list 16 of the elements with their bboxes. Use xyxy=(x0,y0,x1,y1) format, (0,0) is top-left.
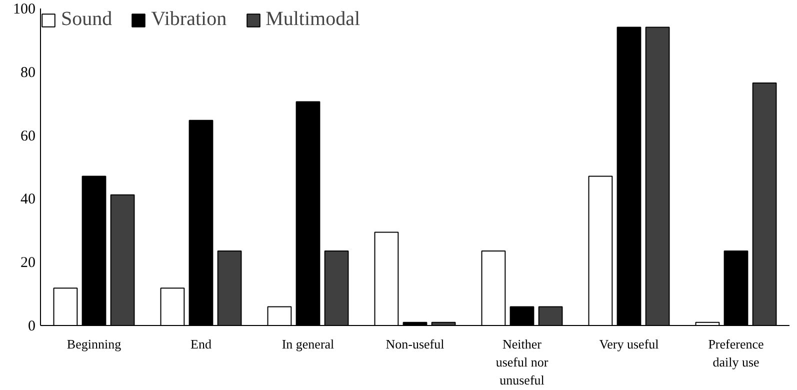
x-tick-label: Non-useful xyxy=(386,336,445,352)
x-tick-label: Neither useful nor unuseful xyxy=(496,336,549,388)
y-tick-label: 20 xyxy=(20,255,36,272)
legend-label: Vibration xyxy=(151,8,227,31)
x-tick-label: End xyxy=(190,336,212,352)
legend-label: Sound xyxy=(61,8,112,31)
x-tick-label: Preference daily use xyxy=(708,336,764,370)
y-tick-label: 100 xyxy=(13,2,36,18)
y-tick-label: 80 xyxy=(20,64,36,81)
y-tick-label: 0 xyxy=(28,318,36,334)
y-tick-label: 60 xyxy=(20,128,36,144)
legend-label: Multimodal xyxy=(266,8,360,31)
x-tick-label: In general xyxy=(282,336,335,352)
y-tick-label: 40 xyxy=(20,192,36,208)
x-tick-label: Beginning xyxy=(66,336,122,352)
x-tick-label: Very useful xyxy=(599,336,660,352)
